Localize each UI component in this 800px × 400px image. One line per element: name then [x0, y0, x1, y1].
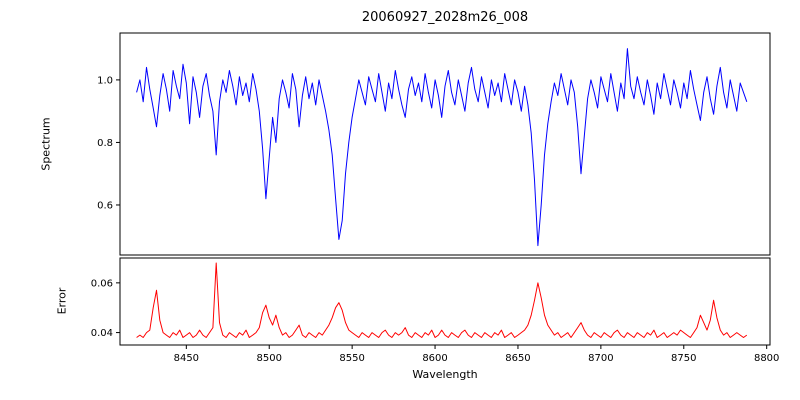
x-tick-label: 8500: [257, 353, 282, 364]
x-tick-label: 8800: [754, 353, 779, 364]
error-panel-border: [119, 257, 771, 346]
spectrum-y-axis-label: Spectrum: [39, 117, 53, 171]
spectrum-y-tick-label: 1.0: [97, 75, 113, 86]
chart-title: 20060927_2028m26_008: [361, 10, 529, 25]
x-tick-label: 8650: [505, 353, 530, 364]
x-tick-label: 8450: [174, 353, 199, 364]
spectrum-panel-border: [119, 32, 771, 256]
spectrum-line: [136, 48, 748, 247]
error-y-tick-label: 0.06: [91, 278, 113, 289]
spectrum-y-tick-label: 0.8: [97, 138, 113, 149]
error-line: [136, 262, 748, 338]
x-tick-label: 8550: [339, 353, 364, 364]
x-tick-label: 8700: [588, 353, 613, 364]
spectrum-y-tick-label: 0.6: [97, 200, 113, 211]
x-axis-label: Wavelength: [412, 368, 478, 381]
error-y-axis-label: Error: [55, 287, 69, 315]
x-tick-label: 8600: [422, 353, 447, 364]
error-y-tick-label: 0.04: [91, 328, 113, 339]
x-tick-label: 8750: [671, 353, 696, 364]
